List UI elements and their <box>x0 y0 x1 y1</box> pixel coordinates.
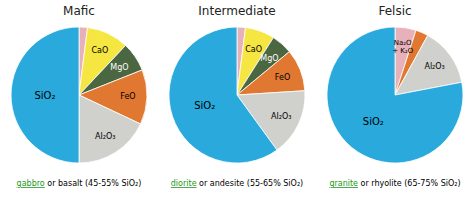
slice-label: MgO <box>260 54 278 63</box>
title: Felsic <box>378 4 411 18</box>
caption-part: or rhyolite (65-75% SiO₂) <box>358 179 461 188</box>
slice-labels: Na₂O+ K₂O Al₂O₃ SiO₂ <box>363 39 445 126</box>
pie-panel: Intermediate CaOMgO FeO Al₂O₃ SiO₂ diorite or… <box>169 4 305 188</box>
pie-slice <box>79 95 141 163</box>
pie-slice <box>327 27 463 163</box>
slices <box>11 27 147 163</box>
figure: MaficCaOMgOFeOAl₂O₃SiO₂gabbro or basalt … <box>0 0 474 197</box>
caption: diorite or andesite (55-65% SiO₂) <box>171 179 303 188</box>
caption: granite or rhyolite (65-75% SiO₂) <box>329 179 460 188</box>
slice-label: SiO₂ <box>363 116 384 127</box>
slice-labels: CaOMgO FeO Al₂O₃ SiO₂ <box>34 46 135 141</box>
slice-label: Al₂O₃ <box>424 62 444 71</box>
pie-panel: Mafic CaOMgO FeO Al₂O₃ SiO₂ gabbro or basalt … <box>11 4 147 188</box>
pie-slice <box>11 27 79 163</box>
slice-label: FeO <box>120 92 135 101</box>
slice-label: CaO <box>91 46 108 55</box>
slice-label: SiO₂ <box>34 90 55 101</box>
caption-part: gabbro <box>17 179 45 188</box>
slice-label: MgO <box>110 63 128 72</box>
title: Mafic <box>63 4 95 18</box>
pie-slice <box>169 27 277 163</box>
slice-label: CaO <box>245 45 262 54</box>
pie-slice <box>237 52 305 95</box>
slice-label: Na₂O+ K₂O <box>392 39 413 55</box>
slice-label: SiO₂ <box>194 100 215 111</box>
slice-labels: CaOMgO FeO Al₂O₃ SiO₂ <box>194 45 291 121</box>
slices <box>169 27 305 163</box>
slice-label: FeO <box>275 73 290 82</box>
slice-label: Al₂O₃ <box>95 132 115 141</box>
title: Intermediate <box>198 4 275 18</box>
slice-label: Al₂O₃ <box>271 112 291 121</box>
caption: gabbro or basalt (45-55% SiO₂) <box>17 179 142 188</box>
pie-panel: Felsic Na₂O+ K₂O Al₂O₃ SiO₂ granite or rhyol… <box>327 4 463 188</box>
caption-part: or basalt (45-55% SiO₂) <box>45 179 142 188</box>
caption-part: diorite <box>171 179 197 188</box>
caption-part: granite <box>329 179 358 188</box>
slices <box>327 27 463 163</box>
caption-part: or andesite (55-65% SiO₂) <box>197 179 304 188</box>
